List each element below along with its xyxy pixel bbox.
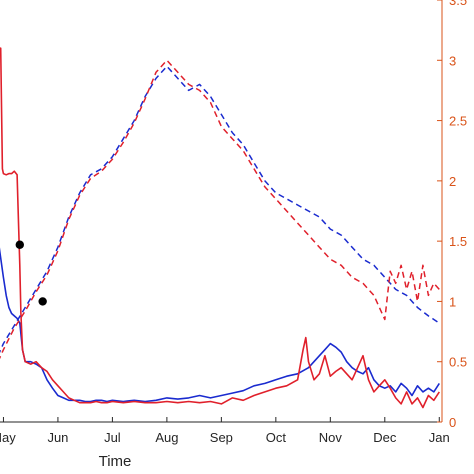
series-line-blue-dashed	[0, 65, 440, 354]
data-marker-2	[38, 297, 47, 306]
series-line-blue-solid	[0, 247, 440, 403]
x-axis-label: Time	[99, 453, 132, 470]
marker-layer	[15, 240, 47, 306]
y-tick-label: 2	[449, 174, 456, 189]
series-layer	[0, 47, 440, 409]
x-tick-label: Dec	[373, 430, 397, 445]
x-tick-label: Sep	[210, 430, 233, 445]
y-tick-label: 0	[449, 415, 456, 430]
y-tick-label: 0.5	[449, 355, 467, 370]
data-marker-1	[15, 240, 24, 249]
x-tick-label: Jan	[429, 430, 450, 445]
y-tick-label: 1	[449, 294, 456, 309]
y-tick-label: 2.5	[449, 114, 467, 129]
y-tick-label: 3.5	[449, 0, 467, 8]
x-tick-label: May	[0, 430, 16, 445]
series-line-red-dashed	[0, 59, 440, 360]
series-line-red-solid	[0, 47, 440, 409]
x-tick-label: Jul	[104, 430, 121, 445]
x-tick-label: Nov	[319, 430, 343, 445]
x-tick-label: Aug	[155, 430, 178, 445]
y-tick-label: 3	[449, 53, 456, 68]
x-tick-label: Jun	[47, 430, 68, 445]
y-tick-label: 1.5	[449, 234, 467, 249]
x-tick-label: Oct	[266, 430, 287, 445]
